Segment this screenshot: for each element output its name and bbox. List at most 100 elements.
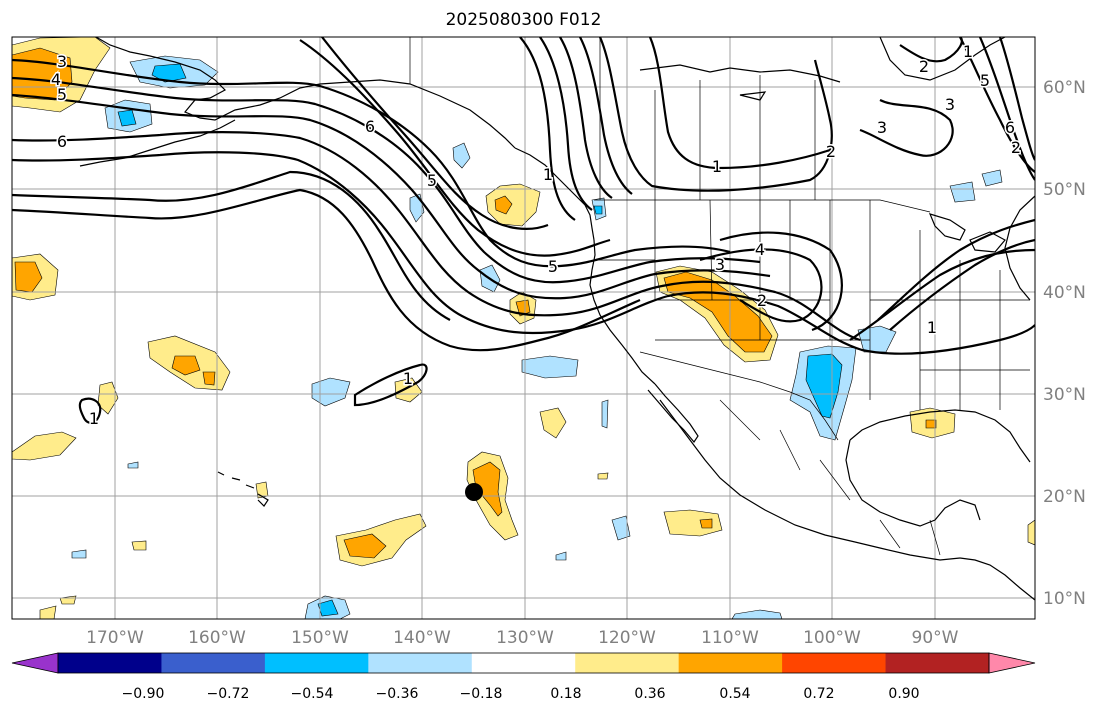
colorbar-tick-label: 0.18: [550, 686, 581, 702]
negative-anomaly-region: [805, 353, 843, 419]
contour-label: 1: [543, 165, 553, 184]
colorbar-cell: [885, 653, 990, 673]
contour-label: 6: [57, 132, 67, 151]
map-title: 2025080300 F012: [445, 10, 602, 30]
negative-anomaly-region: [981, 169, 1003, 187]
aleutian-islands: [79, 119, 236, 167]
negative-anomaly-region: [593, 205, 603, 215]
negative-anomaly-region: [317, 599, 339, 617]
colorbar-tick-label: −0.18: [460, 686, 503, 702]
negative-anomaly-region: [71, 549, 87, 559]
contour-label: 1: [963, 42, 973, 61]
central-america: [959, 557, 1035, 601]
negative-anomaly-region: [731, 609, 783, 619]
colorbar-extend-low: [11, 652, 59, 674]
colorbar-tick-label: −0.72: [207, 686, 250, 702]
contour-label: 6: [1005, 118, 1015, 137]
positive-anomaly-region: [1027, 519, 1035, 546]
negative-anomaly-region: [521, 355, 579, 379]
contour-label: 5: [427, 171, 437, 190]
mexico-state-borders: [719, 399, 941, 556]
contour-label: 3: [945, 95, 955, 114]
positive-anomaly-region: [343, 533, 387, 559]
us-west-coast: [589, 239, 656, 385]
negative-anomaly-region: [857, 325, 897, 353]
positive-anomaly-region: [171, 355, 201, 376]
lat-label: 60°N: [1043, 78, 1086, 98]
colorbar-frame: [57, 652, 990, 674]
colorbar-cell: [264, 653, 369, 673]
baja-california: [647, 383, 699, 444]
negative-anomaly-region: [127, 461, 139, 469]
map-frame: [11, 36, 1036, 620]
colorbar-cell: [575, 653, 680, 673]
contour-label: 3: [57, 52, 67, 71]
positive-anomaly-region: [925, 419, 937, 429]
positive-anomaly-region: [12, 431, 77, 461]
negative-anomaly-region: [611, 515, 631, 541]
colorbar-tick-label: −0.36: [376, 686, 419, 702]
contour-label: 2: [757, 291, 767, 310]
graticule: [12, 37, 1035, 619]
canada-north-coast: [639, 64, 841, 83]
lon-label: 160°W: [188, 628, 246, 648]
negative-anomaly-region: [117, 109, 137, 127]
lat-label: 10°N: [1043, 589, 1086, 609]
negative-anomaly-region: [311, 377, 351, 407]
gulf-coast: [849, 409, 1031, 463]
us-mexico-border: [639, 351, 839, 441]
mexico-gulf-coast: [845, 439, 981, 527]
arctic-islands: [739, 91, 767, 101]
contour-label: 1: [403, 369, 413, 388]
lon-label: 90°W: [912, 628, 959, 648]
lon-label: 120°W: [598, 628, 656, 648]
contour-label: 4: [755, 240, 765, 259]
lat-label: 40°N: [1043, 283, 1086, 303]
positive-anomaly-region: [59, 595, 77, 605]
contour-label: 1: [927, 318, 937, 337]
contour-label: 4: [51, 70, 61, 89]
colorbar-tick-label: 0.36: [634, 686, 665, 702]
colorbar-cell: [368, 653, 473, 673]
political-borders: [409, 37, 1030, 556]
colorbar-tick-label: 0.54: [719, 686, 750, 702]
positive-anomaly-region: [539, 407, 567, 439]
colorbar-tick-label: −0.90: [122, 686, 165, 702]
positive-anomaly-region: [663, 509, 723, 537]
negative-anomaly-region: [555, 551, 567, 561]
colorbar-cell: [471, 653, 576, 673]
lon-label: 100°W: [803, 628, 861, 648]
lon-label: 130°W: [496, 628, 554, 648]
contour-label: 2: [826, 142, 836, 161]
canada-us-border: [594, 199, 931, 213]
colorbar-tick-label: 0.72: [803, 686, 834, 702]
contour-label: 1: [89, 409, 99, 428]
contour-label: 5: [980, 71, 990, 90]
bc-coast: [514, 147, 595, 241]
alaska-coast: [95, 37, 516, 149]
negative-anomaly-region: [949, 181, 976, 203]
contour-label: 3: [715, 255, 725, 274]
colorbar-tick-label: 0.90: [888, 686, 919, 702]
great-lakes: [928, 213, 1006, 253]
colorbar: −0.90 −0.72 −0.54 −0.36 −0.18 0.18 0.36 …: [11, 652, 1036, 702]
mexico-pacific-coast: [659, 399, 961, 561]
contour-label: 6: [365, 117, 375, 136]
positive-anomaly-region: [39, 605, 57, 619]
coastlines: [79, 37, 1035, 601]
colorbar-cell: [161, 653, 266, 673]
storm-position-marker: [465, 483, 483, 501]
lon-label: 150°W: [291, 628, 349, 648]
canada-province-borders: [599, 37, 816, 200]
positive-anomaly-region: [131, 540, 147, 551]
colorbar-cell: [58, 653, 162, 673]
colorbar-cell: [678, 653, 783, 673]
us-state-borders: [594, 199, 1030, 410]
positive-anomaly-region: [699, 518, 713, 529]
lon-label: 140°W: [393, 628, 451, 648]
positive-anomaly-region: [485, 183, 541, 227]
contour-label: 3: [877, 118, 887, 137]
positive-anomaly-region: [14, 261, 43, 293]
lat-label: 50°N: [1043, 180, 1086, 200]
